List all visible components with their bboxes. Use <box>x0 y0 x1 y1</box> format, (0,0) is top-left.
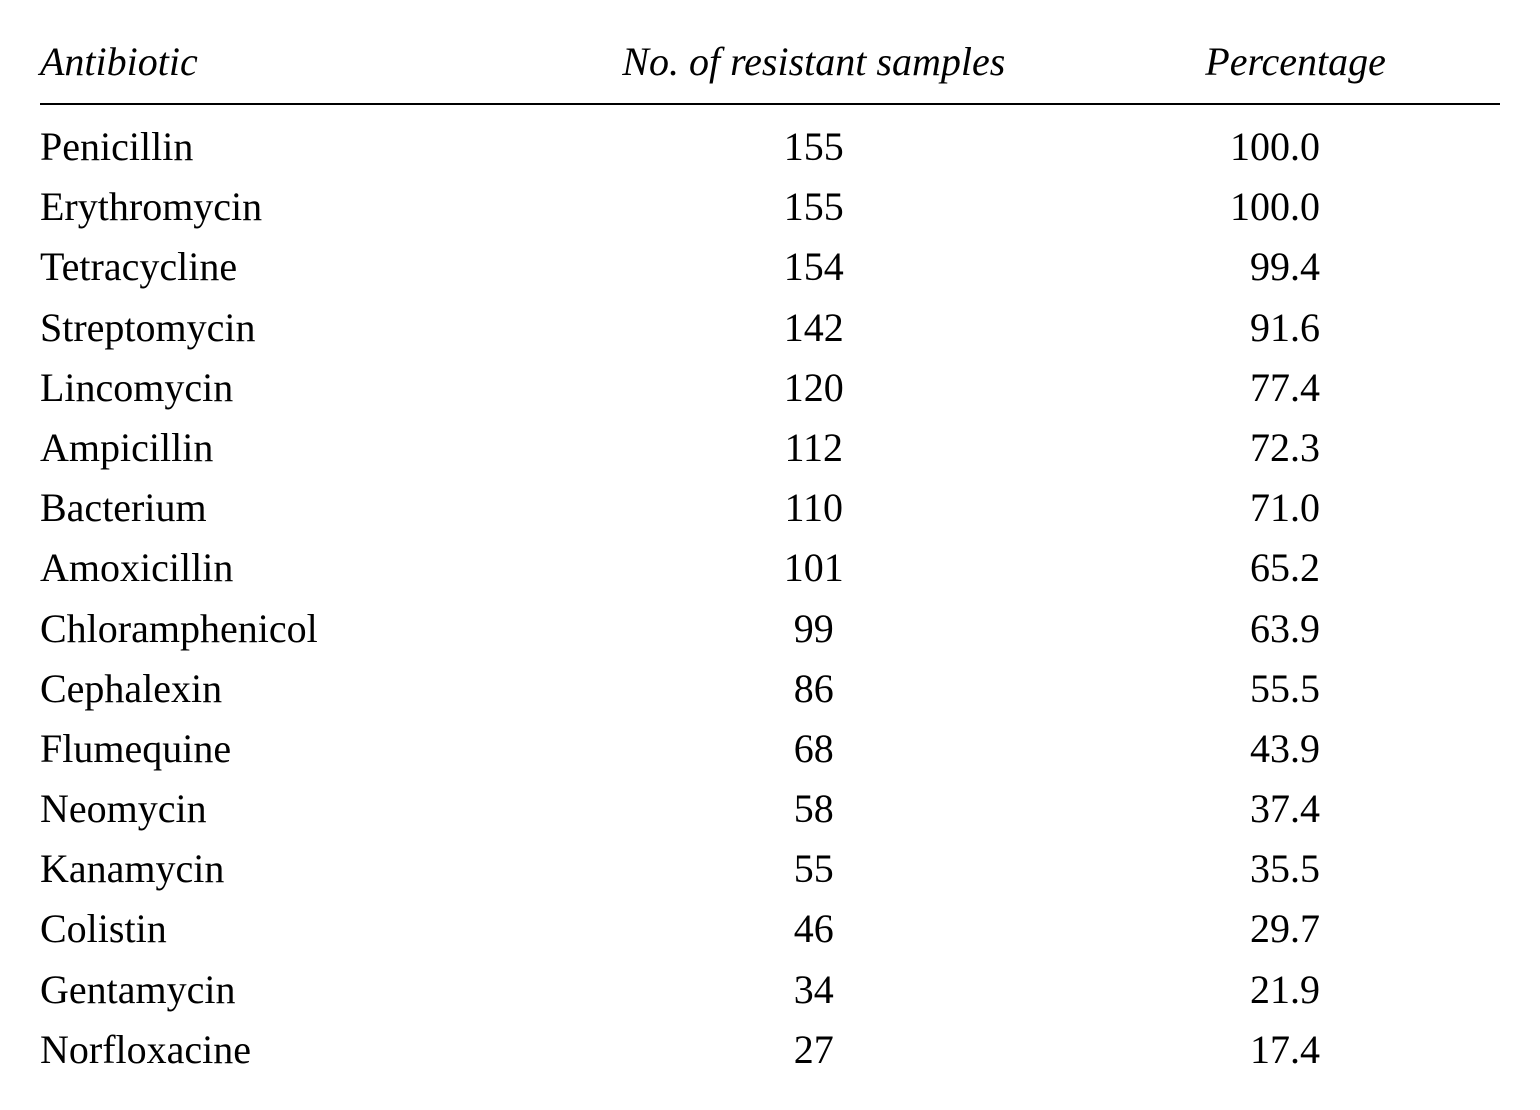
table-row: Penicillin 155 100.0 <box>40 104 1500 177</box>
table-row: Flumequine 68 43.9 <box>40 718 1500 778</box>
cell-antibiotic: Cephalexin <box>40 658 536 718</box>
cell-antibiotic: Kanamycin <box>40 839 536 899</box>
cell-count: 110 <box>536 478 1091 538</box>
table-row: Tetracycline 154 99.4 <box>40 237 1500 297</box>
table-header-row: Antibiotic No. of resistant samples Perc… <box>40 30 1500 104</box>
cell-percentage: 65.2 <box>1091 538 1500 598</box>
cell-percentage: 91.6 <box>1091 297 1500 357</box>
cell-percentage: 55.5 <box>1091 658 1500 718</box>
cell-antibiotic: Gentamycin <box>40 959 536 1019</box>
cell-antibiotic: Neomycin <box>40 779 536 839</box>
cell-percentage: 21.9 <box>1091 959 1500 1019</box>
cell-antibiotic: Penicillin <box>40 104 536 177</box>
cell-percentage: 72.3 <box>1091 417 1500 477</box>
cell-percentage: 29.7 <box>1091 899 1500 959</box>
table-row: Neomycin 58 37.4 <box>40 779 1500 839</box>
table-body: Penicillin 155 100.0 Erythromycin 155 10… <box>40 104 1500 1080</box>
cell-percentage: 35.5 <box>1091 839 1500 899</box>
antibiotic-resistance-table: Antibiotic No. of resistant samples Perc… <box>40 30 1500 1080</box>
cell-count: 68 <box>536 718 1091 778</box>
cell-antibiotic: Norfloxacine <box>40 1019 536 1079</box>
cell-antibiotic: Flumequine <box>40 718 536 778</box>
table-row: Chloramphenicol 99 63.9 <box>40 598 1500 658</box>
cell-count: 101 <box>536 538 1091 598</box>
table-row: Kanamycin 55 35.5 <box>40 839 1500 899</box>
cell-count: 155 <box>536 177 1091 237</box>
column-header-antibiotic: Antibiotic <box>40 30 536 104</box>
cell-percentage: 43.9 <box>1091 718 1500 778</box>
cell-percentage: 99.4 <box>1091 237 1500 297</box>
cell-antibiotic: Amoxicillin <box>40 538 536 598</box>
cell-antibiotic: Chloramphenicol <box>40 598 536 658</box>
table-row: Streptomycin 142 91.6 <box>40 297 1500 357</box>
table-row: Norfloxacine 27 17.4 <box>40 1019 1500 1079</box>
column-header-percentage: Percentage <box>1091 30 1500 104</box>
cell-count: 55 <box>536 839 1091 899</box>
cell-percentage: 77.4 <box>1091 357 1500 417</box>
table-row: Amoxicillin 101 65.2 <box>40 538 1500 598</box>
cell-count: 34 <box>536 959 1091 1019</box>
table-row: Ampicillin 112 72.3 <box>40 417 1500 477</box>
cell-antibiotic: Colistin <box>40 899 536 959</box>
column-header-count: No. of resistant samples <box>536 30 1091 104</box>
cell-antibiotic: Erythromycin <box>40 177 536 237</box>
cell-count: 142 <box>536 297 1091 357</box>
cell-percentage: 63.9 <box>1091 598 1500 658</box>
cell-count: 58 <box>536 779 1091 839</box>
cell-count: 155 <box>536 104 1091 177</box>
table-row: Bacterium 110 71.0 <box>40 478 1500 538</box>
cell-antibiotic: Lincomycin <box>40 357 536 417</box>
cell-antibiotic: Streptomycin <box>40 297 536 357</box>
cell-antibiotic: Tetracycline <box>40 237 536 297</box>
cell-count: 86 <box>536 658 1091 718</box>
cell-antibiotic: Ampicillin <box>40 417 536 477</box>
cell-count: 120 <box>536 357 1091 417</box>
cell-percentage: 37.4 <box>1091 779 1500 839</box>
table-row: Gentamycin 34 21.9 <box>40 959 1500 1019</box>
table-row: Lincomycin 120 77.4 <box>40 357 1500 417</box>
cell-antibiotic: Bacterium <box>40 478 536 538</box>
cell-count: 112 <box>536 417 1091 477</box>
cell-count: 99 <box>536 598 1091 658</box>
table-row: Erythromycin 155 100.0 <box>40 177 1500 237</box>
cell-percentage: 100.0 <box>1091 104 1500 177</box>
cell-percentage: 71.0 <box>1091 478 1500 538</box>
cell-count: 46 <box>536 899 1091 959</box>
cell-count: 27 <box>536 1019 1091 1079</box>
cell-percentage: 100.0 <box>1091 177 1500 237</box>
table-row: Colistin 46 29.7 <box>40 899 1500 959</box>
cell-percentage: 17.4 <box>1091 1019 1500 1079</box>
table-row: Cephalexin 86 55.5 <box>40 658 1500 718</box>
antibiotic-resistance-table-container: Antibiotic No. of resistant samples Perc… <box>0 0 1540 1110</box>
cell-count: 154 <box>536 237 1091 297</box>
